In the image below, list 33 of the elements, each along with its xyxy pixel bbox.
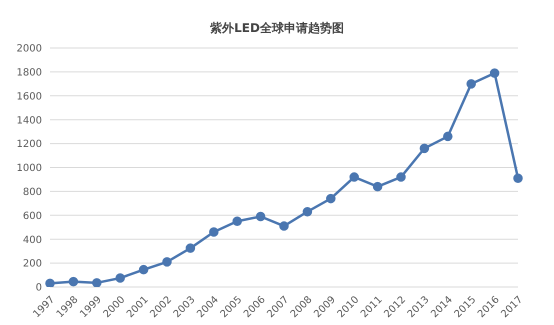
point [45, 278, 55, 287]
point [92, 278, 102, 287]
point [326, 194, 336, 204]
y-tick-label: 2000 [16, 44, 42, 55]
point [256, 212, 266, 222]
point [232, 216, 242, 226]
point [115, 273, 125, 283]
y-tick-label: 1400 [16, 115, 42, 126]
point [349, 172, 359, 182]
point [138, 264, 148, 274]
point [209, 227, 219, 237]
point [68, 276, 78, 286]
point [302, 206, 312, 216]
point [443, 132, 453, 142]
y-tick-label: 800 [22, 186, 42, 198]
y-tick-label: 200 [22, 258, 42, 270]
y-tick-label: 1200 [16, 139, 42, 150]
point [420, 144, 430, 154]
y-tick-label: 400 [22, 234, 42, 246]
point [372, 182, 382, 192]
point [162, 257, 172, 267]
y-tick-label: 1600 [16, 91, 42, 102]
point [466, 79, 476, 89]
point [279, 221, 289, 231]
point [490, 68, 500, 78]
y-tick-label: 0 [36, 282, 42, 294]
point [396, 172, 406, 182]
y-tick-label: 600 [22, 210, 42, 222]
chart-title: 紫外LED全球申请趋势图 [209, 20, 345, 37]
point [186, 243, 196, 253]
y-tick-label: 1000 [16, 163, 42, 174]
point [513, 174, 523, 184]
y-tick-label: 1800 [16, 67, 42, 78]
